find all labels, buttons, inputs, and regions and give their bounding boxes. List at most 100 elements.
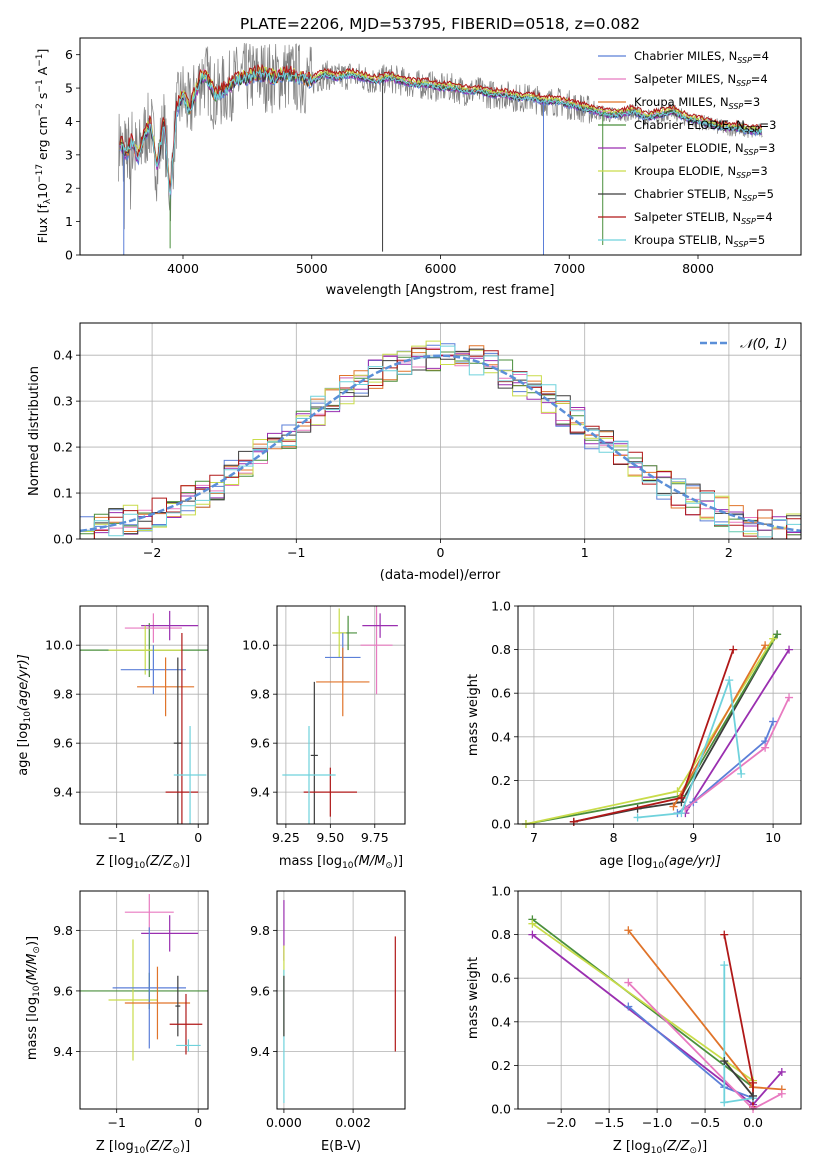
y-tick-label: 0 <box>65 248 73 263</box>
legend-label-sub: SSP <box>736 171 751 180</box>
legend-label-sub: SSP <box>742 194 757 203</box>
y-tick-label: 0.2 <box>491 1058 511 1073</box>
y-tick-label: 1.0 <box>491 884 511 899</box>
x-tick-label: −1 <box>287 545 305 560</box>
series-marker <box>669 802 678 811</box>
errorbar-group <box>80 894 208 1061</box>
x-tick-label: −0.5 <box>690 1115 720 1130</box>
legend-label: Kroupa MILES, NSSP=3 <box>634 95 760 111</box>
series-marker <box>749 1091 758 1100</box>
x-tick-label: −1 <box>107 830 125 845</box>
errorbar <box>360 606 393 695</box>
errorbar <box>124 613 182 643</box>
legend-label-suffix: =4 <box>752 49 769 63</box>
legend-label: Kroupa ELODIE, NSSP=3 <box>634 164 768 180</box>
errorbar <box>362 613 398 638</box>
series-marker <box>720 930 729 939</box>
series-marker <box>737 769 746 778</box>
x-tick-label: −1.0 <box>642 1115 672 1130</box>
axes-frame <box>517 890 802 1110</box>
x-tick-label: 7000 <box>553 261 585 276</box>
legend-label-main: Kroupa ELODIE, N <box>634 164 736 178</box>
axes-frame <box>79 890 209 1110</box>
legend-label: Salpeter STELIB, NSSP=4 <box>634 210 773 226</box>
y-tick-label: 10.0 <box>242 638 270 653</box>
weight-vs-age-plot-area: 7 8 9 10 0.0 0.2 0.4 0.6 0.8 1.0 <box>491 599 802 845</box>
legend-label-suffix: =5 <box>757 187 774 201</box>
age-vs-mass-panel: 9.25 9.50 9.75 9.4 9.6 9.8 10.0 mass [log10(M/… <box>242 605 406 871</box>
legend-label-sub: SSP <box>745 125 760 134</box>
residuals-legend: 𝒩(0, 1) <box>700 337 787 352</box>
spectrum-ylabel: Flux [fλ10−17 erg cm−2 s−1 A−1] <box>35 49 53 244</box>
series-marker <box>749 1078 758 1087</box>
series-marker <box>677 793 686 802</box>
series-marker <box>624 978 633 987</box>
mass-vs-metallicity-ylabel: mass [log10(M/M⊙)] <box>25 936 42 1060</box>
legend-label-suffix: =3 <box>751 164 768 178</box>
y-tick-label: 0.4 <box>491 729 511 744</box>
series-line <box>637 679 743 819</box>
series-marker <box>624 1002 633 1011</box>
series-group <box>521 630 794 828</box>
y-tick-label: 9.6 <box>53 983 73 998</box>
weight-vs-age-ylabel: mass weight <box>466 674 481 756</box>
legend-label-suffix: =3 <box>758 141 775 155</box>
series-marker <box>528 919 537 928</box>
y-tick-label: 4 <box>65 114 73 129</box>
legend-label-suffix: =3 <box>743 95 760 109</box>
errorbar <box>120 645 186 695</box>
axes-frame <box>276 605 406 825</box>
x-tick-label: 0.002 <box>335 1115 371 1130</box>
errorbar <box>173 726 207 824</box>
residuals-xlabel: (data-model)/error <box>380 568 501 583</box>
errorbar-group <box>283 900 396 1103</box>
series-marker <box>777 1089 786 1098</box>
x-tick-label: 8000 <box>682 261 714 276</box>
y-tick-label: 0.6 <box>491 686 511 701</box>
errorbar <box>124 894 174 931</box>
y-tick-label: 0.0 <box>491 817 511 832</box>
series <box>569 645 738 826</box>
axes-frame <box>79 37 802 256</box>
series-line <box>531 922 754 1082</box>
legend-label-sub: SSP <box>737 56 752 65</box>
series <box>720 1057 758 1100</box>
series-marker <box>785 693 794 702</box>
legend-label-main: Salpeter MILES, N <box>634 72 736 86</box>
histogram-group <box>80 340 801 539</box>
x-tick-label: −2 <box>143 545 161 560</box>
legend-label: Salpeter ELODIE, NSSP=3 <box>634 141 775 157</box>
x-tick-label: −1.5 <box>594 1115 624 1130</box>
normal-curve <box>80 354 801 533</box>
y-tick-label: 9.4 <box>53 1044 73 1059</box>
age-vs-metallicity-xlabel: Z [log10(Z/Z⊙)] <box>96 854 190 871</box>
x-tick-label: 0.000 <box>266 1115 302 1130</box>
x-tick-label: 9.50 <box>316 830 344 845</box>
series-marker <box>729 645 738 654</box>
axes-frame <box>517 605 802 825</box>
model-spectrum-line <box>119 69 762 189</box>
y-tick-label: 9.6 <box>53 736 73 751</box>
y-tick-label: 9.8 <box>250 923 270 938</box>
series-marker <box>725 676 734 685</box>
y-tick-label: 0.6 <box>491 971 511 986</box>
errorbar-group <box>80 610 208 824</box>
series <box>633 676 746 822</box>
weight-vs-metallicity-ylabel: mass weight <box>466 957 481 1039</box>
legend-label: Chabrier STELIB, NSSP=5 <box>634 187 774 203</box>
legend-label: Chabrier ELODIE, NSSP=3 <box>634 118 776 134</box>
errorbar <box>108 625 182 675</box>
series <box>681 693 794 813</box>
legend-label: Salpeter MILES, NSSP=4 <box>634 72 768 88</box>
y-tick-label: 10.0 <box>45 638 73 653</box>
series-marker <box>720 961 729 970</box>
series-group <box>528 915 786 1113</box>
series <box>669 641 770 811</box>
age-vs-metallicity-ylabel: age [log10(age/yr)] <box>16 654 33 776</box>
legend-label-sub: SSP <box>729 102 744 111</box>
series-marker <box>769 634 778 643</box>
y-tick-label: 9.4 <box>250 785 270 800</box>
axes-frame <box>276 890 406 1110</box>
errorbar <box>169 993 203 1055</box>
